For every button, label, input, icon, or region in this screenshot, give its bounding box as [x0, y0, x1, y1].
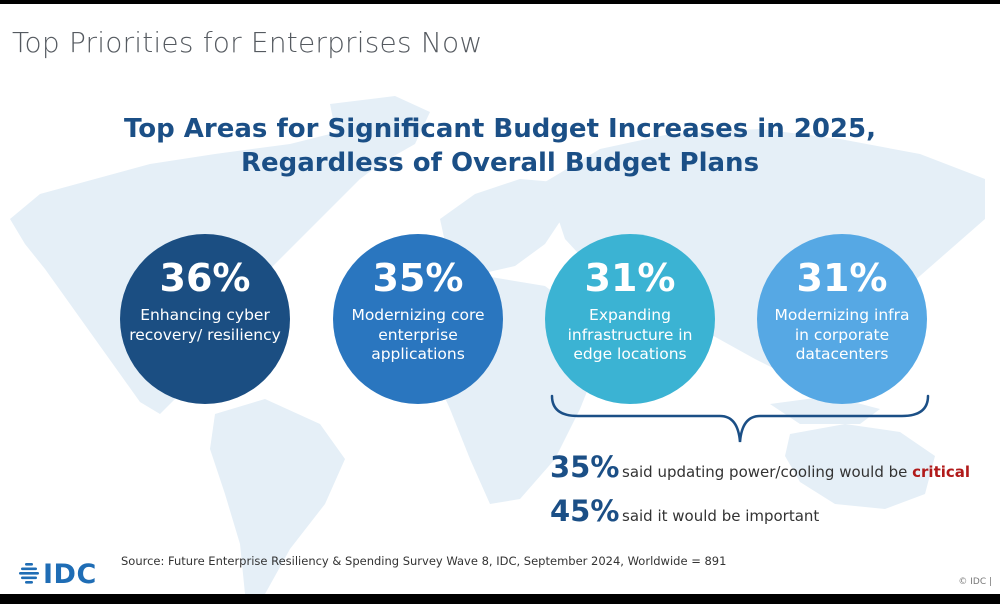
idc-logo: IDC	[18, 558, 97, 590]
stat-value: 45%	[550, 494, 620, 528]
circle-percent: 31%	[796, 256, 888, 300]
idc-logo-text: IDC	[43, 558, 97, 590]
stat-emphasis: critical	[912, 463, 971, 481]
stat-value: 35%	[550, 450, 620, 484]
stat-important: 45% said it would be important	[550, 494, 819, 528]
circle-percent: 36%	[159, 256, 251, 300]
circle-label: Expanding infrastructure in edge locatio…	[567, 306, 693, 363]
stat-text: said it would be important	[622, 507, 820, 525]
stat-critical: 35% said updating power/cooling would be…	[550, 450, 970, 484]
headline-line-2: Regardless of Overall Budget Plans	[240, 148, 760, 178]
idc-globe-icon	[19, 563, 39, 584]
curly-brace	[550, 394, 930, 443]
source-note: Source: Future Enterprise Resiliency & S…	[121, 554, 727, 568]
map-europe	[440, 179, 565, 274]
map-greenland	[330, 96, 430, 164]
map-south-america	[210, 399, 345, 594]
headline: Top Areas for Significant Budget Increas…	[120, 112, 880, 180]
stat-text-prefix: said updating power/cooling would be	[622, 463, 913, 481]
circle-percent: 35%	[372, 256, 464, 300]
stat-text: said updating power/cooling would be cri…	[622, 463, 970, 481]
slide-title: Top Priorities for Enterprises Now	[12, 26, 483, 59]
circle-datacenter-infra: 31% Modernizing infra in corporate datac…	[757, 234, 927, 404]
circle-label: Modernizing core enterprise applications	[351, 306, 485, 363]
circle-edge-infrastructure: 31% Expanding infrastructure in edge loc…	[545, 234, 715, 404]
headline-line-1: Top Areas for Significant Budget Increas…	[123, 114, 876, 144]
slide: Top Priorities for Enterprises Now Top A…	[0, 4, 1000, 594]
circle-label: Modernizing infra in corporate datacente…	[774, 306, 910, 363]
circle-cyber-recovery: 36% Enhancing cyber recovery/ resiliency	[120, 234, 290, 404]
circle-percent: 31%	[584, 256, 676, 300]
circle-label: Enhancing cyber recovery/ resiliency	[129, 306, 281, 344]
copyright: © IDC |	[958, 577, 992, 587]
map-australia	[785, 424, 935, 509]
circle-core-applications: 35% Modernizing core enterprise applicat…	[333, 234, 503, 404]
